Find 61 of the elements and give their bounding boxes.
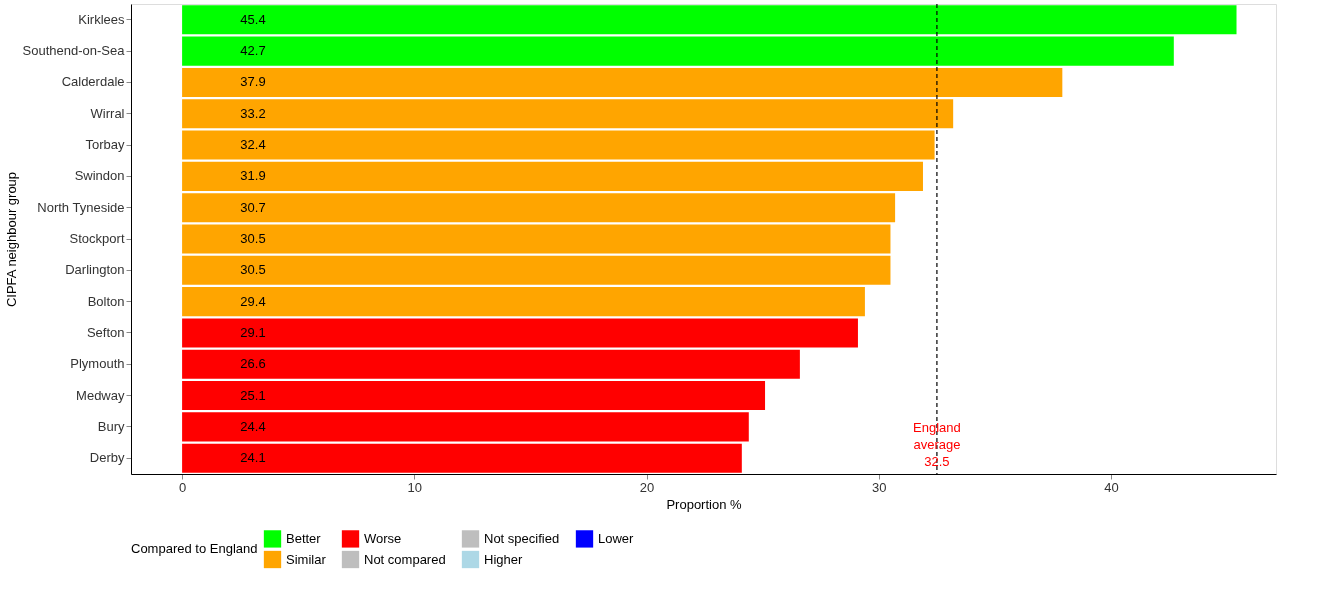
bar — [182, 99, 954, 129]
legend-label: Not specified — [484, 530, 560, 546]
bar — [182, 255, 891, 285]
data-label: 26.6 — [240, 356, 266, 372]
y-tick-label: Wirral — [90, 105, 125, 121]
y-tick-label: Swindon — [74, 168, 125, 184]
bar — [182, 193, 896, 223]
data-label: 32.4 — [240, 137, 266, 153]
y-tick-label: Medway — [76, 387, 125, 403]
y-tick-label: Sefton — [86, 324, 125, 340]
legend-label: Worse — [364, 530, 402, 546]
bar — [182, 412, 749, 442]
x-tick-label: 0 — [178, 479, 187, 495]
x-tick-label: 30 — [872, 479, 887, 495]
y-tick-label: Darlington — [65, 262, 125, 278]
data-label: 25.1 — [240, 387, 266, 403]
y-tick-label: Plymouth — [70, 356, 125, 372]
data-label: 24.4 — [240, 418, 266, 434]
bar — [182, 36, 1174, 66]
bar — [182, 349, 800, 379]
ref-line-label: England average 32.5 — [913, 420, 961, 469]
data-label: 45.4 — [240, 11, 266, 27]
y-axis-title: CIPFA neighbour group — [3, 171, 19, 308]
bar — [182, 287, 865, 317]
y-tick-label: Stockport — [69, 231, 125, 246]
data-label: 33.2 — [240, 105, 266, 121]
x-axis-title: Proportion % — [666, 496, 743, 512]
legend-label: Lower — [598, 530, 635, 546]
legend-label: Not compared — [364, 551, 446, 567]
data-label: 30.5 — [240, 262, 266, 278]
y-tick-label: Torbay — [85, 137, 125, 153]
x-tick-label: 20 — [639, 479, 655, 495]
data-label: 42.7 — [240, 43, 266, 59]
bar — [182, 318, 858, 348]
legend-label: Higher — [484, 551, 523, 567]
bar — [182, 161, 923, 191]
y-tick-label: Kirklees — [78, 11, 125, 27]
legend-label: Similar — [286, 551, 327, 567]
y-tick-label: Bury — [97, 418, 125, 434]
data-label: 30.5 — [240, 231, 266, 246]
y-tick-label: North Tyneside — [37, 199, 125, 215]
data-label: 24.1 — [240, 450, 266, 466]
data-label: 31.9 — [240, 168, 266, 184]
y-tick-label: Calderdale — [61, 74, 125, 90]
bar — [182, 130, 935, 160]
x-tick-label: 10 — [407, 479, 423, 495]
bar — [182, 5, 1237, 35]
y-tick-label: Bolton — [87, 293, 125, 309]
x-tick-label: 40 — [1104, 479, 1119, 495]
y-tick-label: Derby — [89, 450, 125, 466]
legend-label: Better — [286, 530, 322, 546]
data-label: 37.9 — [240, 74, 266, 90]
data-label: 29.4 — [240, 293, 266, 309]
data-label: 29.1 — [240, 324, 266, 340]
bar — [182, 67, 1063, 97]
bar — [182, 443, 742, 473]
y-tick-label: Southend-on-Sea — [22, 43, 126, 59]
bar — [182, 224, 891, 254]
bar — [182, 381, 766, 411]
legend-title: Compared to England — [131, 541, 258, 556]
data-label: 30.7 — [240, 199, 266, 215]
